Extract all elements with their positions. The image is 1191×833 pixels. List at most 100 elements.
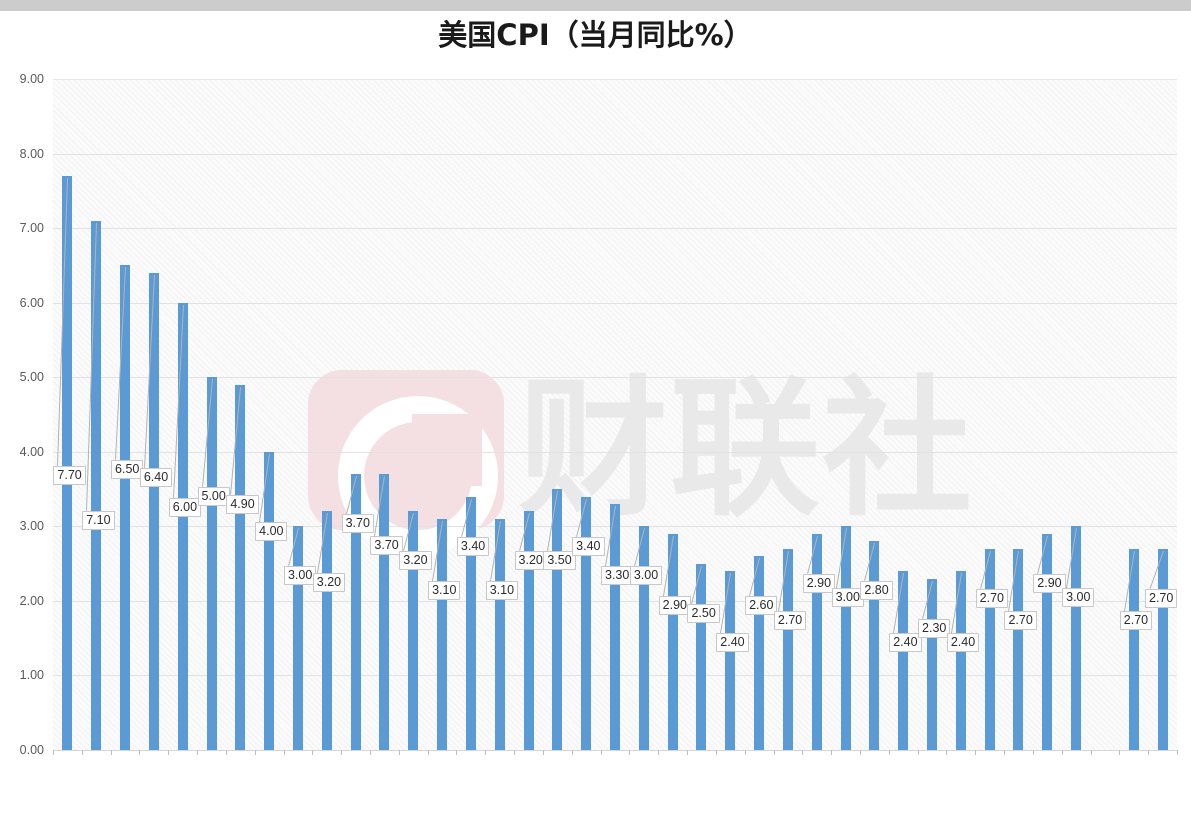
bar[interactable] <box>696 563 707 750</box>
bar[interactable] <box>235 384 246 750</box>
bar[interactable] <box>927 578 938 750</box>
y-axis-tick-label: 7.00 <box>19 221 44 236</box>
y-axis-tick-label: 9.00 <box>19 72 44 86</box>
data-label: 3.50 <box>543 551 576 571</box>
x-axis-tickmark <box>197 750 199 755</box>
bar[interactable] <box>898 571 909 750</box>
data-label: 2.70 <box>975 588 1008 608</box>
data-label: 2.80 <box>860 581 893 601</box>
plot-area: 财联社 7.70 7.10 6.50 6.40 6.00 5.00 4.90 4.00 3.00… <box>53 79 1178 751</box>
bar[interactable] <box>1042 533 1053 750</box>
x-axis-tickmark <box>744 750 746 755</box>
data-label: 3.40 <box>456 536 490 556</box>
data-label: 2.70 <box>1004 610 1037 630</box>
bar[interactable] <box>177 302 188 750</box>
x-axis-tickmark <box>341 750 343 755</box>
bar[interactable] <box>984 548 995 750</box>
bar[interactable] <box>581 496 592 750</box>
bar[interactable] <box>292 526 303 750</box>
bar[interactable] <box>667 533 678 750</box>
y-axis-tick-label: 3.00 <box>19 519 44 534</box>
data-label: 2.90 <box>658 595 691 615</box>
gridline <box>53 228 1177 230</box>
data-label: 2.50 <box>687 603 720 623</box>
bar[interactable] <box>782 548 793 750</box>
bar[interactable] <box>1071 526 1082 750</box>
bar[interactable] <box>725 571 736 750</box>
x-axis-tickmark <box>1061 750 1063 755</box>
gridline <box>53 750 1177 751</box>
data-label: 2.40 <box>716 633 749 653</box>
data-label: 2.90 <box>1033 573 1066 593</box>
bar[interactable] <box>610 503 620 750</box>
gridline <box>53 451 1177 453</box>
watermark: 财联社 <box>308 367 1088 556</box>
bar[interactable] <box>840 526 851 750</box>
bar[interactable] <box>811 533 822 750</box>
bar[interactable] <box>379 474 390 750</box>
data-label: 3.20 <box>514 551 547 571</box>
bar[interactable] <box>120 265 131 750</box>
bar[interactable] <box>350 474 361 750</box>
x-axis-tickmark <box>456 750 458 755</box>
bar[interactable] <box>321 511 332 750</box>
data-label: 3.30 <box>601 565 634 585</box>
x-axis-tickmark <box>917 750 919 755</box>
data-label: 2.60 <box>745 596 778 616</box>
x-axis-tickmark <box>139 750 141 755</box>
bar[interactable] <box>1013 548 1024 750</box>
data-label: 3.70 <box>370 536 403 556</box>
x-axis-tickmark <box>1090 750 1092 755</box>
bar[interactable] <box>62 175 73 750</box>
bar[interactable] <box>465 496 476 750</box>
x-axis-tickmark <box>687 750 689 755</box>
bar[interactable] <box>1128 548 1139 750</box>
x-axis-tickmark <box>225 750 227 755</box>
gridline <box>53 153 1177 155</box>
bar[interactable] <box>437 518 448 750</box>
y-axis-tick-label: 4.00 <box>19 444 44 459</box>
data-label: 6.50 <box>111 460 144 480</box>
bar[interactable] <box>552 489 563 750</box>
x-axis-tickmark <box>168 750 170 755</box>
bar[interactable] <box>148 272 159 750</box>
bar[interactable] <box>264 451 275 750</box>
bar[interactable] <box>494 518 505 750</box>
x-axis-tickmark <box>485 750 487 755</box>
bar[interactable] <box>1157 548 1168 750</box>
x-axis-tickmark <box>600 750 602 755</box>
data-label: 3.70 <box>341 514 374 534</box>
bar[interactable] <box>955 571 966 750</box>
y-axis-tick-label: 0.00 <box>19 743 44 757</box>
bar[interactable] <box>869 541 880 750</box>
window-topbar <box>0 0 1191 11</box>
bar[interactable] <box>408 511 419 750</box>
data-label: 3.40 <box>572 536 605 556</box>
bar[interactable] <box>91 220 102 750</box>
data-label: 2.30 <box>918 618 951 638</box>
x-axis-tickmark <box>110 750 112 755</box>
x-axis-tickmark <box>888 750 890 755</box>
bar[interactable] <box>638 526 649 750</box>
x-axis-tickmark <box>1177 750 1178 755</box>
x-axis-tickmark <box>946 750 948 755</box>
y-axis-tick-label: 1.00 <box>19 668 44 683</box>
data-label: 5.00 <box>197 487 230 507</box>
x-axis-tickmark <box>312 750 314 755</box>
data-label: 3.00 <box>831 588 864 608</box>
data-label: 3.00 <box>1062 588 1095 608</box>
x-axis-tickmark <box>81 750 83 755</box>
data-label: 3.00 <box>283 566 317 586</box>
bar[interactable] <box>754 556 765 750</box>
bar[interactable] <box>206 377 217 750</box>
x-axis-tickmark <box>1004 750 1006 755</box>
data-label: 6.40 <box>139 467 173 487</box>
gridline <box>53 79 1177 80</box>
x-axis-tickmark <box>398 750 400 755</box>
x-axis-tickmark <box>629 750 631 755</box>
bar[interactable] <box>523 511 534 750</box>
data-label: 2.70 <box>1145 588 1178 608</box>
data-label: 4.00 <box>255 521 288 541</box>
x-axis-tickmark <box>773 750 775 755</box>
